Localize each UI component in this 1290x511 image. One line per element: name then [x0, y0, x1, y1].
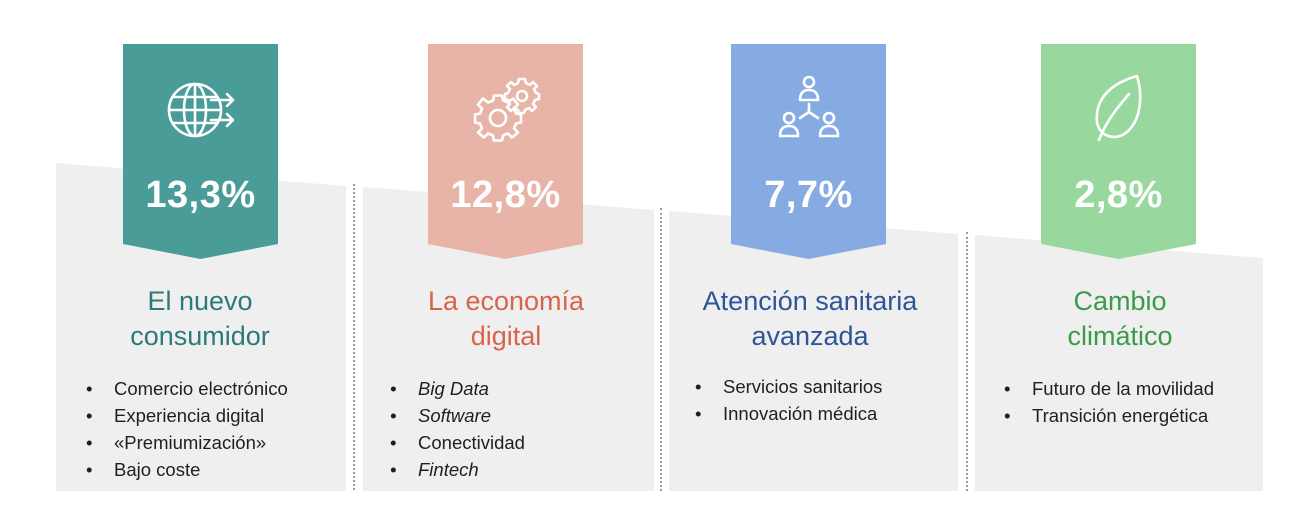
- percentage-value: 2,8%: [1074, 174, 1163, 216]
- card-title: El nuevo consumidor: [70, 284, 330, 354]
- list-item: Servicios sanitarios: [695, 373, 882, 400]
- title-line: Atención sanitaria: [702, 286, 918, 316]
- percentage-value: 13,3%: [145, 174, 256, 216]
- banner-consumer: 13,3%: [123, 44, 278, 259]
- bullet-list: Servicios sanitarios Innovación médica: [695, 373, 882, 427]
- bullet-list: Comercio electrónico Experiencia digital…: [86, 375, 288, 483]
- list-item: Conectividad: [390, 429, 525, 456]
- list-item: «Premiumización»: [86, 429, 288, 456]
- divider-3: [966, 232, 968, 491]
- divider-1: [353, 184, 355, 490]
- bullet-list: Big Data Software Conectividad Fintech: [390, 375, 525, 483]
- title-line: avanzada: [751, 321, 869, 351]
- banner-digital-economy: 12,8%: [428, 44, 583, 259]
- title-line: digital: [470, 321, 542, 351]
- percentage-value: 12,8%: [450, 174, 561, 216]
- list-item: Comercio electrónico: [86, 375, 288, 402]
- banner-healthcare: 7,7%: [731, 44, 886, 259]
- list-item: Innovación médica: [695, 400, 882, 427]
- list-item: Transición energética: [1004, 402, 1214, 429]
- card-title: Cambio climático: [990, 284, 1250, 354]
- list-item: Big Data: [390, 375, 525, 402]
- percentage-value: 7,7%: [764, 174, 853, 216]
- people-network-icon: [778, 75, 840, 138]
- list-item: Fintech: [390, 456, 525, 483]
- leaf-icon: [1095, 74, 1142, 142]
- list-item: Futuro de la movilidad: [1004, 375, 1214, 402]
- list-item: Software: [390, 402, 525, 429]
- title-line: consumidor: [130, 321, 270, 351]
- banner-climate: 2,8%: [1041, 44, 1196, 259]
- gears-icon: [473, 77, 541, 142]
- card-title: Atención sanitaria avanzada: [680, 284, 940, 354]
- title-line: La economía: [427, 286, 585, 316]
- globe-arrows-icon: [167, 82, 235, 138]
- list-item: Experiencia digital: [86, 402, 288, 429]
- divider-2: [660, 208, 662, 491]
- card-title: La economía digital: [376, 284, 636, 354]
- bullet-list: Futuro de la movilidad Transición energé…: [1004, 375, 1214, 429]
- list-item: Bajo coste: [86, 456, 288, 483]
- title-line: Cambio: [1073, 286, 1167, 316]
- title-line: El nuevo: [147, 286, 253, 316]
- panel-4: [975, 235, 1263, 491]
- title-line: climático: [1067, 321, 1173, 351]
